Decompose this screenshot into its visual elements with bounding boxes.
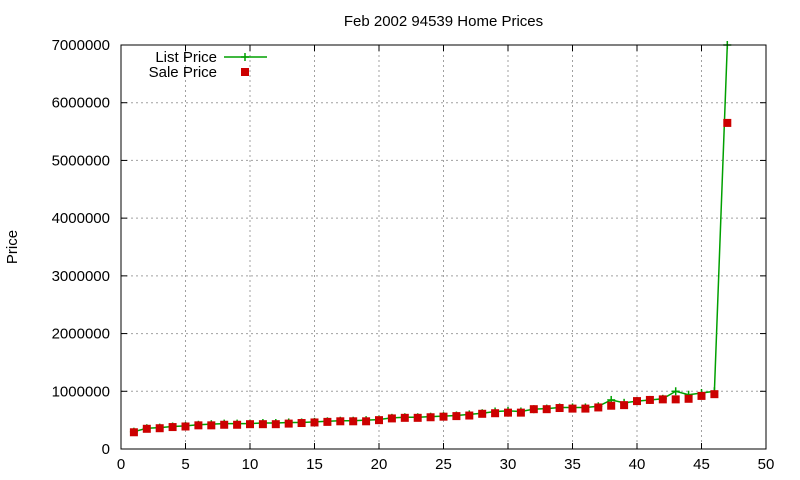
data-point [491, 409, 500, 418]
data-point [181, 422, 190, 431]
data-point [233, 420, 242, 429]
data-point [168, 423, 177, 432]
x-tick-label: 45 [693, 456, 710, 473]
data-point [207, 421, 216, 430]
data-point [439, 412, 448, 421]
data-point [710, 390, 719, 399]
data-point [155, 424, 164, 433]
data-point [542, 405, 551, 414]
data-point [504, 408, 512, 417]
legend-label: List Price [155, 49, 217, 66]
data-point [671, 395, 680, 404]
y-tick-label: 3000000 [52, 268, 110, 285]
data-point [375, 416, 383, 425]
y-tick-label: 1000000 [52, 383, 110, 400]
data-point [310, 418, 319, 427]
x-tick-label: 5 [181, 456, 189, 473]
data-point [645, 395, 654, 404]
data-point [426, 413, 435, 422]
legend-label: Sale Price [149, 64, 217, 81]
data-point [478, 409, 487, 418]
data-point [258, 420, 267, 429]
data-point [697, 391, 706, 400]
data-point [323, 417, 332, 426]
x-tick-label: 25 [435, 456, 452, 473]
x-tick-label: 40 [629, 456, 646, 473]
data-point [723, 118, 732, 127]
y-tick-label: 0 [102, 441, 110, 458]
data-point [142, 424, 151, 433]
data-point [452, 412, 461, 421]
data-point [684, 394, 693, 403]
data-point [194, 421, 203, 430]
x-tick-label: 35 [564, 456, 581, 473]
series-1 [129, 118, 732, 437]
data-point [581, 404, 590, 413]
series-0 [129, 41, 732, 436]
data-point [246, 420, 254, 429]
data-point [336, 417, 345, 426]
plot-frame [120, 44, 767, 450]
data-point [413, 413, 422, 422]
data-point [129, 428, 138, 437]
y-axis-label: Price [4, 230, 21, 264]
chart-title: Feb 2002 94539 Home Prices [344, 13, 543, 30]
x-tick-label: 10 [242, 456, 259, 473]
y-tick-label: 7000000 [52, 37, 110, 54]
series-layer [129, 41, 732, 437]
x-tick-label: 0 [117, 456, 125, 473]
data-point [349, 417, 358, 426]
y-tick-label: 2000000 [52, 326, 110, 343]
data-point [607, 401, 616, 410]
y-tick-label: 5000000 [52, 152, 110, 169]
data-point [620, 401, 629, 410]
data-point [568, 404, 577, 413]
data-point [465, 411, 474, 420]
data-point [516, 408, 525, 417]
grid-lines [121, 45, 766, 449]
x-tick-label: 30 [500, 456, 517, 473]
legend-marker [241, 68, 249, 76]
y-tick-label: 4000000 [52, 210, 110, 227]
data-point [362, 417, 371, 426]
x-tick-label: 50 [758, 456, 775, 473]
y-tick-label: 6000000 [52, 95, 110, 112]
data-point [594, 403, 603, 412]
legend-marker [241, 53, 249, 61]
data-point [633, 397, 641, 406]
data-point [297, 419, 306, 428]
data-point [658, 395, 667, 404]
x-tick-label: 15 [306, 456, 323, 473]
data-point [284, 419, 293, 428]
x-tick-label: 20 [371, 456, 388, 473]
data-point [220, 420, 229, 429]
data-point [387, 414, 396, 423]
data-point [271, 420, 280, 429]
data-point [400, 413, 409, 422]
data-point [529, 405, 538, 414]
y-axis-ticks: 0 1000000 2000000 3000000 4000000 5000000 6000… [52, 37, 766, 458]
data-point [555, 404, 564, 413]
x-axis-ticks: 0 5 10 15 20 25 30 35 40 45 50 [117, 45, 775, 473]
data-point [671, 387, 680, 396]
